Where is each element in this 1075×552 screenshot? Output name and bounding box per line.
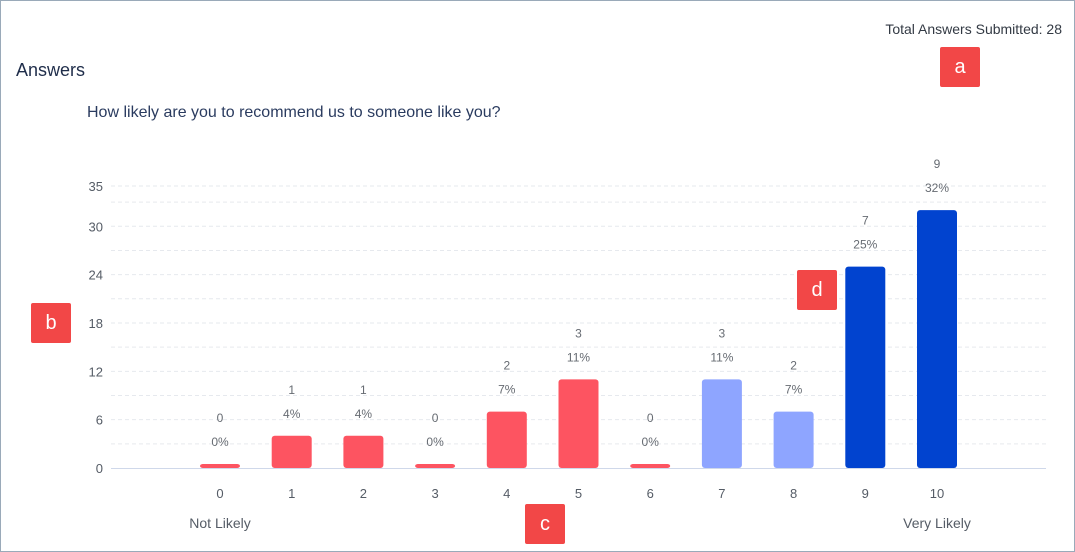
x-tick-label: 6 bbox=[647, 486, 654, 501]
y-tick-label: 35 bbox=[89, 179, 103, 194]
percent-label: 11% bbox=[567, 350, 590, 364]
bar-1 bbox=[271, 435, 312, 468]
bar-4 bbox=[486, 411, 527, 468]
bar-6 bbox=[630, 464, 671, 468]
percent-label: 11% bbox=[710, 350, 733, 364]
count-label: 0 bbox=[217, 411, 224, 425]
percent-label: 0% bbox=[642, 435, 660, 449]
count-label: 3 bbox=[719, 326, 726, 340]
x-tick-label: 5 bbox=[575, 486, 582, 501]
count-label: 1 bbox=[360, 383, 367, 397]
x-tick-label: 7 bbox=[718, 486, 725, 501]
y-tick-label: 12 bbox=[89, 364, 103, 379]
count-label: 2 bbox=[503, 359, 510, 373]
percent-label: 25% bbox=[853, 238, 877, 252]
x-tick-label: 3 bbox=[431, 486, 438, 501]
very-likely-label: Very Likely bbox=[903, 515, 971, 531]
y-tick-label: 18 bbox=[89, 316, 103, 331]
y-tick-label: 30 bbox=[89, 219, 103, 234]
bar-10 bbox=[917, 210, 957, 468]
y-tick-label: 0 bbox=[96, 461, 103, 476]
count-label: 7 bbox=[862, 214, 869, 228]
percent-label: 0% bbox=[211, 435, 229, 449]
percent-label: 0% bbox=[426, 435, 444, 449]
annotation-badge-c: c bbox=[525, 504, 565, 544]
bar-0 bbox=[200, 464, 240, 468]
percent-label: 4% bbox=[283, 407, 301, 421]
percent-label: 4% bbox=[355, 407, 373, 421]
count-label: 0 bbox=[432, 411, 439, 425]
annotation-badge-a: a bbox=[940, 47, 980, 87]
y-tick-label: 24 bbox=[89, 268, 103, 283]
bar-2 bbox=[343, 435, 384, 468]
x-tick-label: 9 bbox=[862, 486, 869, 501]
bar-7 bbox=[701, 379, 742, 468]
x-tick-label: 0 bbox=[216, 486, 223, 501]
percent-label: 7% bbox=[785, 383, 803, 397]
question-text: How likely are you to recommend us to so… bbox=[87, 104, 501, 121]
total-answers-label: Total Answers Submitted: 28 bbox=[885, 21, 1062, 37]
x-tick-label: 1 bbox=[288, 486, 295, 501]
count-label: 1 bbox=[288, 383, 295, 397]
x-tick-label: 8 bbox=[790, 486, 797, 501]
percent-label: 32% bbox=[925, 181, 949, 195]
bar-3 bbox=[415, 464, 456, 468]
count-label: 2 bbox=[790, 359, 797, 373]
count-label: 3 bbox=[575, 326, 582, 340]
x-tick-label: 2 bbox=[360, 486, 367, 501]
bar-5 bbox=[558, 379, 599, 468]
x-tick-label: 4 bbox=[503, 486, 510, 501]
bar-9 bbox=[845, 266, 886, 468]
annotation-badge-b: b bbox=[31, 303, 71, 343]
not-likely-label: Not Likely bbox=[189, 515, 250, 531]
x-tick-label: 10 bbox=[930, 486, 944, 501]
count-label: 0 bbox=[647, 411, 654, 425]
section-title: Answers bbox=[16, 60, 86, 80]
count-label: 9 bbox=[934, 157, 941, 171]
bar-8 bbox=[773, 411, 814, 468]
y-tick-label: 6 bbox=[96, 413, 103, 428]
annotation-badge-d: d bbox=[797, 270, 837, 310]
percent-label: 7% bbox=[498, 383, 516, 397]
